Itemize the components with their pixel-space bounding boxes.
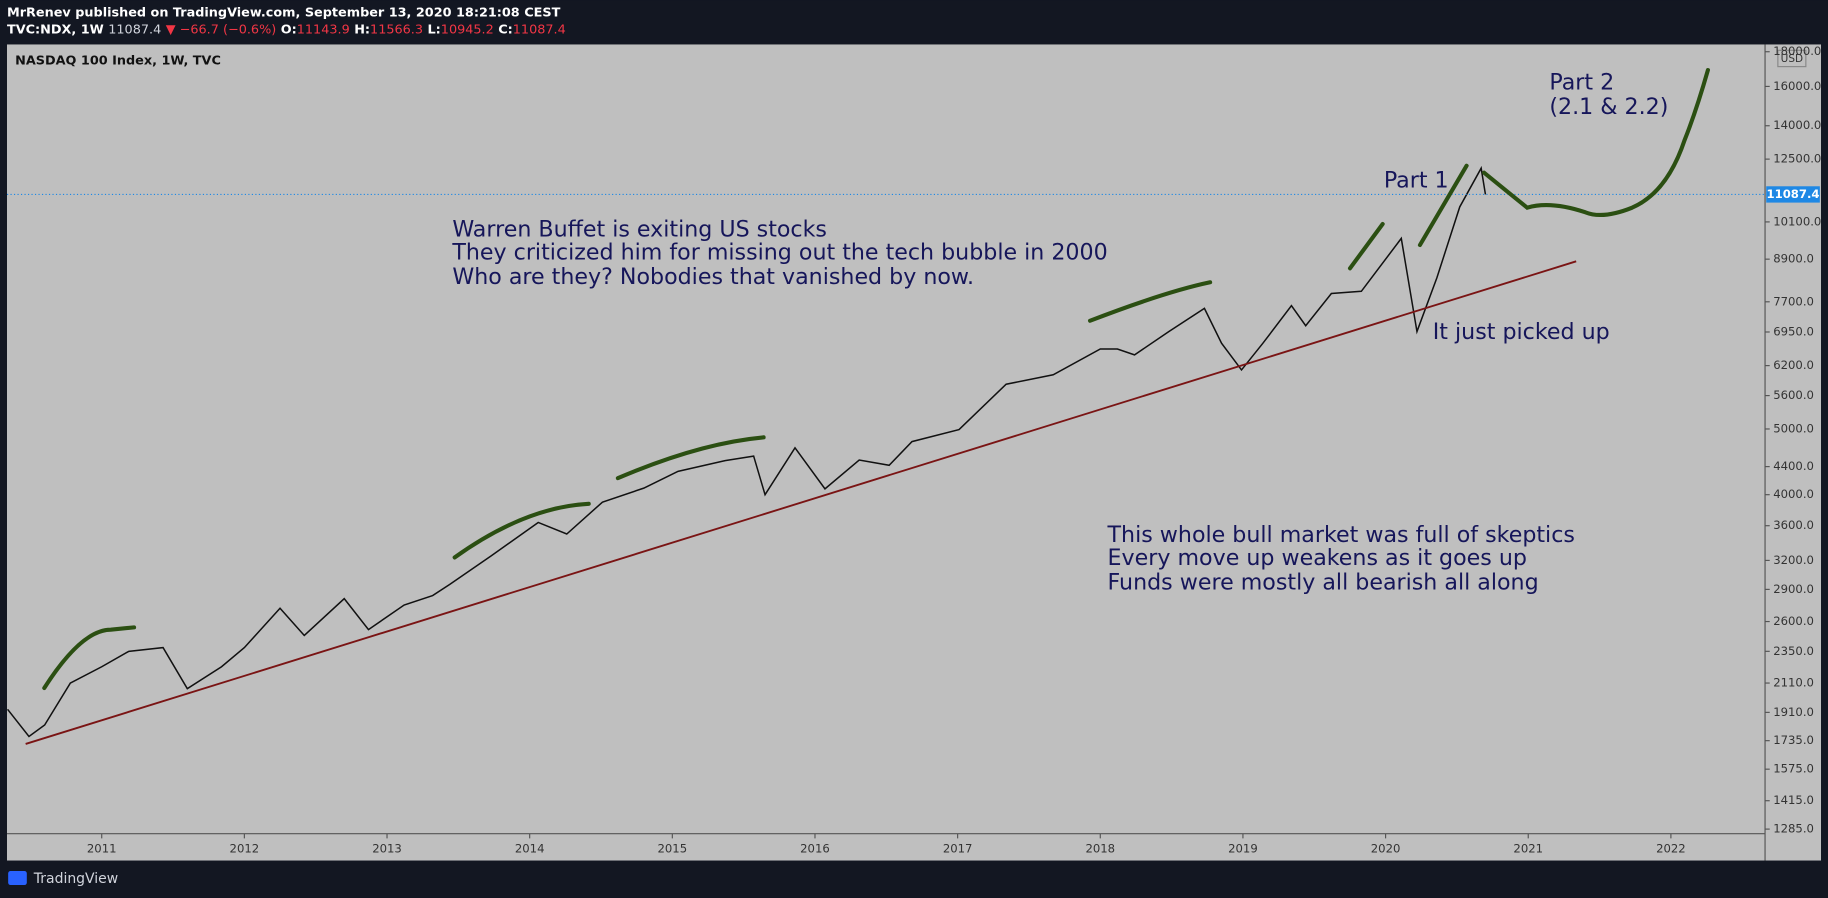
y-tick-label: 4400.0 [1773, 459, 1814, 473]
annotation: Funds were mostly all bearish all along [1108, 570, 1539, 596]
currency-box [1777, 49, 1807, 68]
y-tick-label: 1910.0 [1773, 705, 1814, 719]
annotation: Who are they? Nobodies that vanished by … [452, 264, 974, 290]
x-tick-label: 2012 [230, 841, 260, 855]
plot: 1285.0 1415.0 1575.0 1735.0 1910.0 2110.0 2350… [6, 44, 1821, 855]
y-tick-label: 5000.0 [1773, 421, 1814, 435]
ohlc-label: H: [354, 22, 370, 37]
y-tick-label: 16000.0 [1773, 79, 1821, 93]
y-tick-label: 1575.0 [1773, 762, 1814, 776]
time-axis [6, 833, 1766, 861]
ohlc-value: 10945.2 [441, 22, 494, 37]
x-tick-label: 2015 [658, 841, 688, 855]
x-tick-label: 2020 [1371, 841, 1401, 855]
annotation: (2.1 & 2.2) [1549, 94, 1668, 120]
y-tick-label: 2350.0 [1773, 644, 1814, 658]
annotation: Every move up weakens as it goes up [1108, 545, 1527, 571]
y-tick-label: 7700.0 [1773, 294, 1814, 308]
annotation: It just picked up [1433, 319, 1610, 345]
logo-icon [8, 871, 27, 886]
ohlc-value: 11087.4 [513, 22, 566, 37]
x-tick-label: 2019 [1228, 841, 1258, 855]
x-tick-label: 2022 [1656, 841, 1686, 855]
price-line [6, 165, 1487, 738]
last-price-box [1766, 186, 1820, 203]
y-tick-label: 1285.0 [1773, 822, 1814, 836]
x-tick-label: 2014 [515, 841, 545, 855]
drawing [1417, 163, 1469, 248]
brand-logo: TradingView [8, 871, 118, 887]
x-tick-label: 2016 [800, 841, 830, 855]
brand: TradingView [33, 871, 118, 887]
plot-area [6, 44, 1766, 834]
publisher: MrRenev published on TradingView.com, Se… [7, 5, 561, 20]
drawing [1087, 280, 1213, 323]
annotation: They criticized him for missing out the … [451, 240, 1107, 266]
y-tick-label: 12500.0 [1773, 152, 1821, 166]
y-tick-label: 3200.0 [1773, 553, 1814, 567]
y-tick-label: 2110.0 [1773, 676, 1814, 690]
currency: USD [1781, 53, 1803, 65]
y-tick-label: 1735.0 [1773, 733, 1814, 747]
price-axis [1765, 44, 1822, 861]
chart-title: NASDAQ 100 Index, 1W, TVC [15, 53, 221, 68]
annotation: Part 1 [1384, 167, 1449, 193]
y-tick-label: 18000.0 [1773, 44, 1821, 58]
drawing [42, 625, 137, 691]
ohlc-label: C: [498, 22, 513, 37]
trend-line [25, 260, 1577, 745]
drawing [615, 435, 766, 481]
ohlc-label: O: [281, 22, 297, 37]
x-tick-label: 2013 [372, 841, 402, 855]
annotation: Part 2 [1549, 69, 1614, 95]
y-tick-label: 5600.0 [1773, 388, 1814, 402]
x-tick-label: 2018 [1085, 841, 1115, 855]
drawing [1347, 221, 1385, 271]
y-tick-label: 4000.0 [1773, 487, 1814, 501]
change: ▼ −66.7 (−0.6%) [166, 22, 277, 37]
ohlc-value: 11143.9 [297, 22, 350, 37]
last-price-label: 11087.4 [1767, 187, 1820, 201]
drawings [42, 68, 1710, 691]
annotation: This whole bull market was full of skept… [1107, 522, 1575, 548]
ohlc-label: L: [428, 22, 441, 37]
last: 11087.4 [108, 22, 161, 37]
x-tick-label: 2021 [1513, 841, 1543, 855]
symbol: TVC:NDX, 1W [7, 22, 104, 37]
y-tick-label: 6950.0 [1773, 324, 1814, 338]
drawing [452, 501, 591, 560]
x-tick-label: 2011 [87, 841, 117, 855]
annotation: Warren Buffet is exiting US stocks [452, 216, 827, 242]
y-tick-label: 8900.0 [1773, 252, 1814, 266]
y-tick-label: 2900.0 [1773, 582, 1814, 596]
x-tick-label: 2017 [943, 841, 973, 855]
y-tick-label: 1415.0 [1773, 793, 1814, 807]
ohlc-value: 11566.3 [370, 22, 423, 37]
y-tick-label: 6200.0 [1773, 358, 1814, 372]
y-tick-label: 14000.0 [1773, 118, 1821, 132]
y-tick-label: 2600.0 [1773, 614, 1814, 628]
drawing [1482, 68, 1710, 217]
quote-line: TVC:NDX, 1W 11087.4 ▼ −66.7 (−0.6%) O:11… [7, 22, 566, 37]
y-tick-label: 3600.0 [1773, 518, 1814, 532]
y-tick-label: 10100.0 [1773, 214, 1821, 228]
